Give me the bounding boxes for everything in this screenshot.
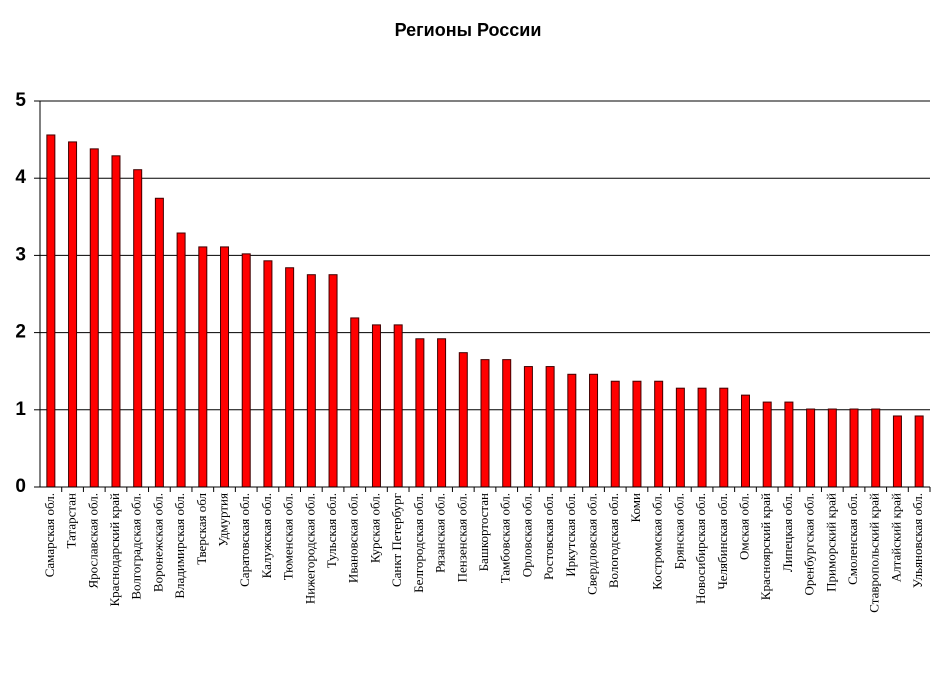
x-tick-label: Орловская обл. xyxy=(519,493,534,577)
bar xyxy=(632,380,642,488)
x-tick-label: Пензенская обл. xyxy=(454,493,469,582)
bar xyxy=(46,134,56,488)
bar xyxy=(415,338,425,488)
x-tick-label: Курская обл. xyxy=(367,493,382,563)
bar xyxy=(914,415,924,488)
bar xyxy=(827,408,837,488)
x-tick-label: Ульяновская обл. xyxy=(910,493,925,588)
bar xyxy=(567,373,577,488)
bar xyxy=(176,232,186,488)
y-tick-label: 1 xyxy=(15,399,26,420)
x-tick-label: Ивановская обл. xyxy=(346,493,361,583)
bar xyxy=(806,408,816,488)
bar xyxy=(849,408,859,488)
x-tick-label: Челябинская обл. xyxy=(715,493,730,590)
x-tick-label: Башкортостан xyxy=(476,493,491,571)
x-tick-label: Липецкая обл. xyxy=(780,493,795,572)
bar xyxy=(263,260,273,488)
x-tick-label: Ярославская обл. xyxy=(85,493,100,589)
bar xyxy=(371,324,381,488)
bar xyxy=(697,387,707,488)
bar xyxy=(220,246,230,488)
bar xyxy=(892,415,902,488)
bar xyxy=(306,274,316,488)
bar xyxy=(133,169,143,488)
y-tick-label: 0 xyxy=(15,476,26,497)
x-tick-label: Омская обл. xyxy=(736,493,751,560)
bar xyxy=(437,338,447,488)
bar xyxy=(154,197,164,488)
x-tick-label: Ставропольский край xyxy=(867,493,882,613)
bar xyxy=(328,274,338,488)
bar xyxy=(241,253,251,488)
x-tick-label: Тюменская обл. xyxy=(281,493,296,580)
x-tick-label: Тульская обл. xyxy=(324,493,339,568)
x-tick-label: Рязанская обл. xyxy=(433,493,448,573)
chart-title: Регионы России xyxy=(395,20,542,40)
x-tick-label: Костромская обл. xyxy=(650,493,665,590)
bar xyxy=(198,246,208,488)
x-tick-label: Смоленская обл. xyxy=(845,493,860,585)
bar xyxy=(871,408,881,488)
bar xyxy=(762,401,772,488)
bar xyxy=(502,359,512,488)
y-tick-label: 5 xyxy=(15,90,26,111)
bar xyxy=(654,380,664,488)
bar xyxy=(480,359,490,488)
x-tick-label: Красноярский край xyxy=(758,493,773,600)
y-tick-label: 2 xyxy=(15,322,26,343)
bar xyxy=(675,387,685,488)
x-tick-label: Воронежская обл. xyxy=(150,493,165,592)
x-tick-label: Ростовская обл. xyxy=(541,493,556,580)
x-tick-label: Оренбургская обл. xyxy=(802,493,817,595)
bar xyxy=(545,366,555,488)
bar xyxy=(719,387,729,488)
x-tick-label: Нижегородская обл. xyxy=(302,493,317,604)
x-tick-label: Калужская обл. xyxy=(259,493,274,578)
bar xyxy=(458,352,468,488)
x-tick-label: Волгоградская обл. xyxy=(129,493,144,600)
bar xyxy=(68,141,78,488)
x-tick-label: Иркутская обл. xyxy=(563,493,578,577)
x-tick-label: Приморский край xyxy=(823,493,838,592)
bar xyxy=(784,401,794,488)
x-tick-label: Алтайский край xyxy=(888,493,903,582)
bar xyxy=(393,324,403,488)
bar xyxy=(523,366,533,488)
bar xyxy=(285,267,295,488)
x-tick-label: Санкт Петербург xyxy=(389,493,404,587)
bar xyxy=(350,317,360,488)
y-tick-label: 4 xyxy=(15,167,26,188)
x-tick-label: Саратовская обл. xyxy=(237,493,252,587)
x-tick-label: Новосибирская обл. xyxy=(693,493,708,604)
x-tick-label: Тамбовская обл. xyxy=(498,493,513,583)
x-tick-label: Тверская обл xyxy=(194,492,209,564)
x-tick-label: Владимирская обл. xyxy=(172,493,187,599)
x-tick-label: Самарская обл. xyxy=(42,493,57,577)
x-tick-label: Вологодская обл. xyxy=(606,493,621,588)
y-tick-label: 3 xyxy=(15,244,26,265)
x-tick-label: Краснодарский край xyxy=(107,493,122,607)
x-tick-label: Свердловская обл. xyxy=(585,493,600,595)
bar xyxy=(89,148,99,488)
x-tick-label: Брянская обл. xyxy=(671,493,686,569)
x-tick-label: Белгородская обл. xyxy=(411,493,426,593)
bar xyxy=(589,373,599,488)
bar xyxy=(111,155,121,488)
bar xyxy=(610,380,620,488)
x-tick-label: Удмуртия xyxy=(215,493,230,547)
bar xyxy=(740,394,750,488)
x-tick-label: Коми xyxy=(628,493,643,523)
x-tick-label: Татарстан xyxy=(64,493,79,549)
